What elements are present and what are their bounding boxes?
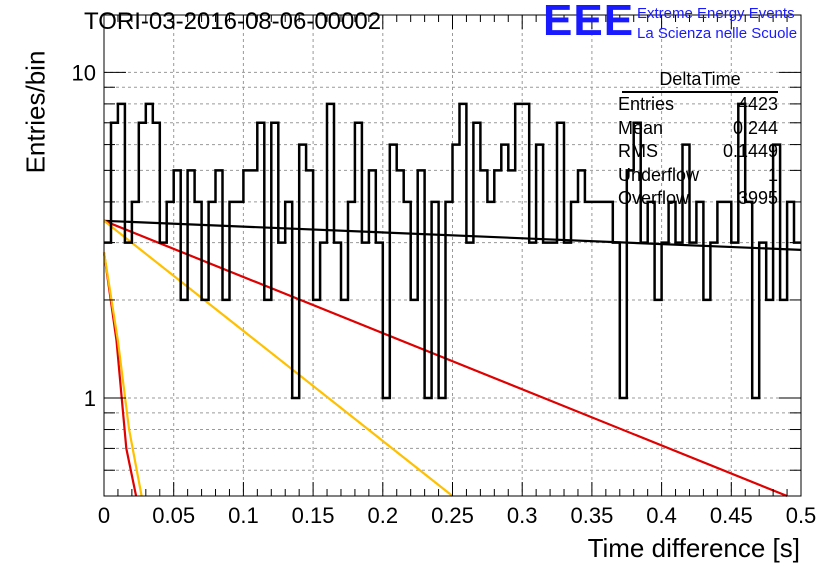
- stats-value: 0.1449: [722, 141, 778, 161]
- x-tick-label: 0.35: [570, 503, 613, 528]
- x-tick-label: 0.4: [646, 503, 677, 528]
- stats-label: Underflow: [618, 164, 700, 185]
- x-tick-label: 0.1: [228, 503, 259, 528]
- logo-line-1: Extreme Energy Events: [637, 5, 795, 22]
- x-tick-labels: 0 0.05 0.1 0.15 0.2 0.25 0.3 0.35 0.4 0.45 0.5: [98, 503, 816, 528]
- stats-value: 0.244: [732, 117, 778, 138]
- logo-line-2: La Scienza nelle Scuole: [637, 25, 798, 42]
- stats-title: DeltaTime: [622, 68, 778, 93]
- stats-row-underflow: Underflow 1: [612, 164, 778, 188]
- x-tick-label: 0.5: [786, 503, 817, 528]
- stats-value: 4423: [737, 94, 778, 114]
- stats-label: RMS: [618, 141, 658, 161]
- stats-row-rms: RMS 0.1449: [612, 140, 778, 164]
- logo-caption: Extreme Energy Events La Scienza nelle S…: [637, 4, 797, 44]
- x-tick-label: 0.25: [431, 503, 474, 528]
- y-tick-labels: 1 10: [72, 60, 96, 411]
- eee-logo: EEE: [543, 0, 635, 45]
- x-tick-label: 0.05: [152, 503, 195, 528]
- stats-value: 1: [767, 164, 778, 185]
- stats-row-entries: Entries 4423: [612, 93, 778, 117]
- x-tick-label: 0.45: [710, 503, 753, 528]
- fit-curve: [102, 252, 143, 497]
- stats-value: 3995: [737, 188, 778, 208]
- y-tick-label: 10: [72, 60, 96, 85]
- x-tick-label: 0: [98, 503, 110, 528]
- stats-label: Entries: [618, 94, 675, 114]
- fit-curve: [103, 219, 802, 251]
- y-axis-label: Entries/bin: [20, 50, 51, 174]
- stats-label: Mean: [618, 117, 664, 138]
- stats-label: Overflow: [618, 188, 690, 208]
- x-tick-label: 0.3: [507, 503, 538, 528]
- axis-ticks: [103, 15, 802, 497]
- x-tick-label: 0.2: [368, 503, 399, 528]
- fit-curve: [103, 219, 454, 497]
- x-tick-label: 0.15: [292, 503, 335, 528]
- stats-row-overflow: Overflow 3995: [612, 187, 778, 211]
- x-axis-label: Time difference [s]: [587, 533, 800, 563]
- stats-box: DeltaTime Entries 4423 Mean 0.244 RMS 0.…: [612, 68, 778, 211]
- chart-title: TORI-03-2016-08-06-00002: [84, 8, 382, 35]
- stats-row-mean: Mean 0.244: [612, 117, 778, 141]
- histogram-line: [104, 102, 801, 400]
- y-tick-label: 1: [84, 386, 96, 411]
